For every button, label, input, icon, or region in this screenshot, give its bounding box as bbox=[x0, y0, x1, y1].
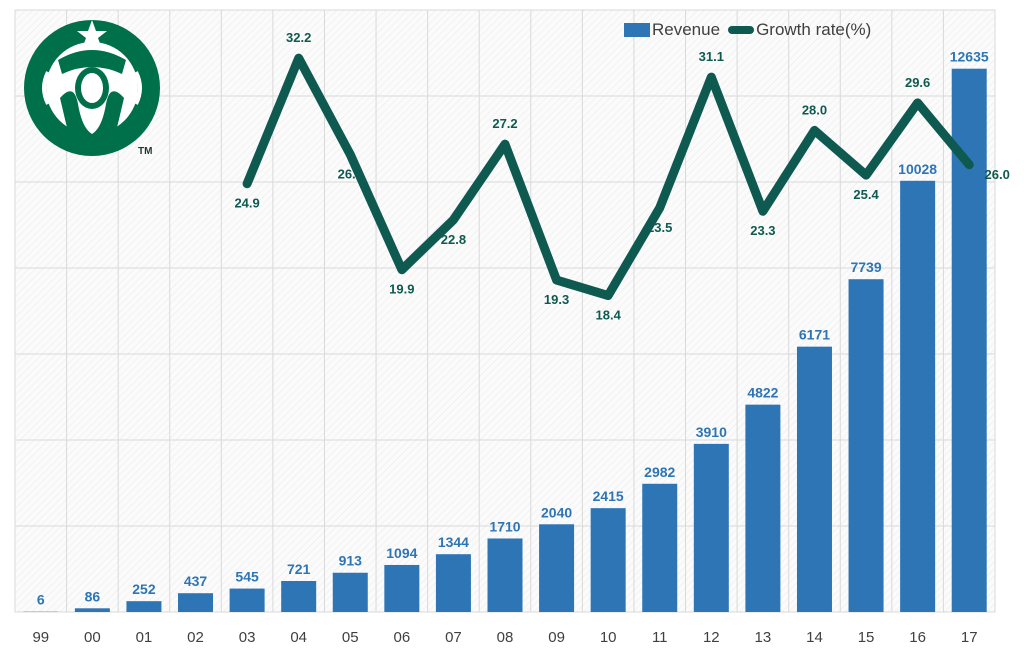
revenue-label-13: 4822 bbox=[747, 385, 778, 401]
growth-label-04: 32.2 bbox=[286, 30, 311, 45]
legend-swatch-growth bbox=[728, 26, 755, 34]
revenue-label-16: 10028 bbox=[898, 161, 937, 177]
x-tick-07: 07 bbox=[445, 629, 462, 646]
growth-label-14: 28.0 bbox=[802, 102, 827, 117]
revenue-bar-10 bbox=[590, 508, 626, 612]
revenue-label-11: 2982 bbox=[644, 464, 675, 480]
revenue-label-12: 3910 bbox=[696, 424, 727, 440]
growth-label-08: 27.2 bbox=[492, 116, 517, 131]
x-tick-02: 02 bbox=[187, 629, 204, 646]
legend-label-revenue: Revenue bbox=[652, 20, 721, 39]
revenue-label-15: 7739 bbox=[850, 259, 881, 275]
x-tick-17: 17 bbox=[961, 629, 978, 646]
revenue-label-06: 1094 bbox=[386, 545, 417, 561]
x-tick-99: 99 bbox=[32, 629, 49, 646]
revenue-label-07: 1344 bbox=[438, 534, 469, 550]
legend-swatch-revenue bbox=[624, 23, 650, 37]
growth-line bbox=[242, 53, 974, 301]
revenue-bar-05 bbox=[332, 572, 368, 612]
x-tick-04: 04 bbox=[290, 629, 307, 646]
revenue-bars bbox=[23, 68, 987, 612]
revenue-labels: 6 86 252 437 545 721 913 1094 1344 1710 2040 2415 29… bbox=[37, 49, 989, 608]
legend-item-revenue: Revenue bbox=[624, 20, 720, 40]
revenue-label-09: 2040 bbox=[541, 504, 572, 520]
revenue-bar-16 bbox=[900, 180, 936, 612]
growth-label-06: 19.9 bbox=[389, 282, 414, 297]
revenue-label-08: 1710 bbox=[489, 518, 520, 534]
x-tick-13: 13 bbox=[755, 629, 772, 646]
revenue-label-01: 252 bbox=[132, 581, 156, 597]
revenue-label-10: 2415 bbox=[593, 488, 624, 504]
revenue-bar-03 bbox=[229, 588, 265, 612]
x-tick-05: 05 bbox=[342, 629, 359, 646]
legend-item-growth: Growth rate(%) bbox=[728, 20, 871, 40]
revenue-label-04: 721 bbox=[287, 561, 311, 577]
revenue-bar-12 bbox=[693, 443, 729, 612]
revenue-label-14: 6171 bbox=[799, 327, 830, 343]
revenue-label-17: 12635 bbox=[950, 49, 989, 65]
revenue-label-05: 913 bbox=[339, 553, 363, 569]
revenue-bar-07 bbox=[435, 554, 471, 612]
growth-label-15: 25.4 bbox=[853, 187, 879, 202]
revenue-label-00: 86 bbox=[85, 588, 101, 604]
revenue-bar-04 bbox=[281, 580, 317, 612]
legend-label-growth: Growth rate(%) bbox=[756, 20, 872, 39]
x-tick-10: 10 bbox=[600, 629, 617, 646]
growth-label-10: 18.4 bbox=[596, 308, 622, 323]
revenue-bar-06 bbox=[384, 564, 420, 612]
revenue-bar-00 bbox=[74, 608, 110, 612]
x-tick-06: 06 bbox=[393, 629, 410, 646]
trademark-mark: TM bbox=[138, 146, 153, 157]
x-tick-16: 16 bbox=[909, 629, 926, 646]
revenue-bar-13 bbox=[745, 404, 781, 612]
legend: Revenue Growth rate(%) bbox=[624, 20, 879, 40]
x-tick-01: 01 bbox=[136, 629, 153, 646]
growth-label-09: 19.3 bbox=[544, 292, 569, 307]
x-tick-09: 09 bbox=[548, 629, 565, 646]
revenue-bar-02 bbox=[178, 593, 214, 612]
revenue-bar-15 bbox=[848, 279, 884, 612]
x-tick-12: 12 bbox=[703, 629, 720, 646]
x-tick-labels: 99 00 01 02 03 04 05 06 07 08 09 10 11 12 13 14 15 16 17 bbox=[32, 629, 977, 646]
growth-rate-line bbox=[242, 53, 974, 301]
growth-label-13: 23.3 bbox=[750, 223, 775, 238]
grid-lines bbox=[15, 10, 995, 612]
growth-label-17: 26.0 bbox=[985, 167, 1010, 182]
growth-label-11: 23.5 bbox=[647, 220, 672, 235]
growth-labels: 24.9 32.2 26.6 19.9 22.8 27.2 19.3 18.4 23.5 31.1… bbox=[234, 30, 1009, 322]
x-tick-11: 11 bbox=[652, 629, 668, 646]
growth-label-03: 24.9 bbox=[234, 196, 259, 211]
starbucks-siren-logo bbox=[24, 20, 160, 156]
growth-label-12: 31.1 bbox=[699, 49, 724, 64]
x-tick-08: 08 bbox=[497, 629, 514, 646]
x-tick-14: 14 bbox=[806, 629, 823, 646]
revenue-bar-14 bbox=[796, 346, 832, 612]
growth-label-16: 29.6 bbox=[905, 75, 930, 90]
growth-label-07: 22.8 bbox=[441, 232, 466, 247]
revenue-label-99: 6 bbox=[37, 592, 45, 608]
revenue-bar-09 bbox=[539, 524, 575, 612]
revenue-bar-11 bbox=[642, 483, 678, 612]
revenue-bar-01 bbox=[126, 601, 162, 612]
revenue-bar-08 bbox=[487, 538, 523, 612]
x-tick-00: 00 bbox=[84, 629, 101, 646]
revenue-label-02: 437 bbox=[184, 573, 208, 589]
revenue-label-03: 545 bbox=[235, 569, 259, 585]
x-tick-03: 03 bbox=[239, 629, 256, 646]
growth-label-05: 26.6 bbox=[338, 166, 363, 181]
x-tick-15: 15 bbox=[858, 629, 875, 646]
